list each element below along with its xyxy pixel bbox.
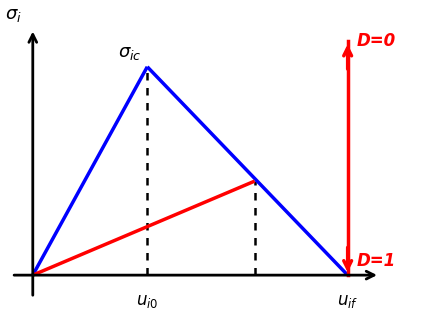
Text: $u_{if}$: $u_{if}$ [337,292,358,310]
Text: $u_{i0}$: $u_{i0}$ [136,292,159,310]
Text: D=0: D=0 [357,32,396,50]
Text: D=1: D=1 [357,252,396,270]
Text: $\sigma_{ic}$: $\sigma_{ic}$ [118,44,142,62]
Text: $\sigma_i$: $\sigma_i$ [5,6,22,24]
